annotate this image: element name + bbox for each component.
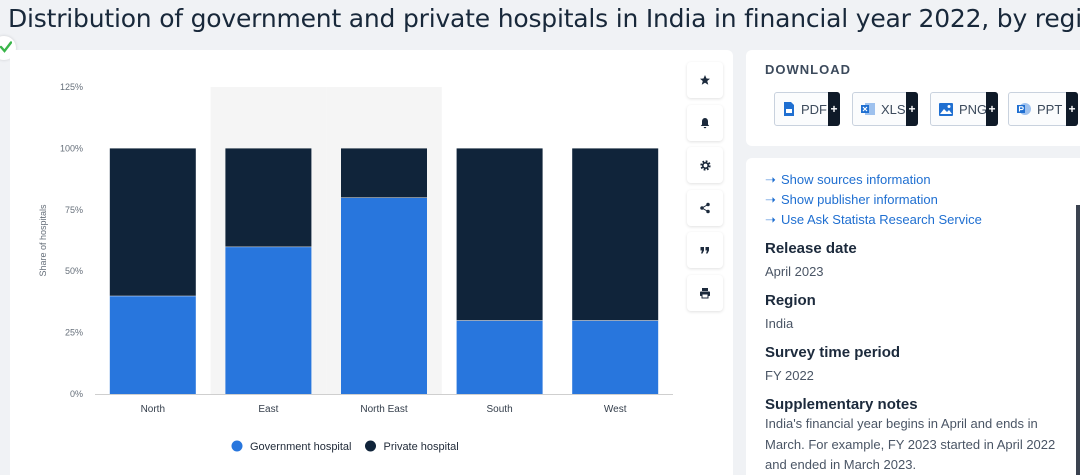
show-publisher-label: Show publisher information xyxy=(781,192,938,207)
checkmark-icon xyxy=(0,41,12,53)
bar-south-government-hospital xyxy=(456,320,543,394)
star-icon xyxy=(700,75,710,85)
page-title: Distribution of government and private h… xyxy=(8,4,1080,33)
share-button[interactable] xyxy=(687,189,723,226)
stacked-bar-chart: 0% 25% 50% 75% 100% 125% Share of hospitals Nor… xyxy=(38,82,673,453)
xls-file-icon xyxy=(861,103,875,115)
cite-button[interactable] xyxy=(687,232,723,268)
x-tick-label: South xyxy=(487,404,513,415)
legend-swatch-government-hospital xyxy=(231,440,243,452)
show-sources-link[interactable]: ➝ Show sources information xyxy=(765,172,931,188)
download-pdf-button[interactable]: PDF + xyxy=(774,92,840,126)
download-heading: DOWNLOAD xyxy=(765,62,851,77)
legend-swatch-private-hospital xyxy=(365,440,376,452)
download-panel: DOWNLOAD PDF + XLS + PNG + PPT + xyxy=(746,50,1080,146)
region-value: India xyxy=(765,316,794,331)
download-png-label: PNG xyxy=(959,101,988,117)
download-png-button[interactable]: PNG + xyxy=(930,92,998,126)
y-axis-label: Share of hospitals xyxy=(38,204,48,277)
y-tick-label: 25% xyxy=(65,328,83,338)
plus-icon: + xyxy=(906,92,918,126)
y-tick-label: 125% xyxy=(60,82,83,92)
quote-icon xyxy=(700,247,709,254)
x-tick-label: North East xyxy=(360,404,407,415)
legend-label-private-hospital: Private hospital xyxy=(384,441,459,453)
bar-west-government-hospital xyxy=(572,320,659,394)
survey-period-value: FY 2022 xyxy=(765,368,814,383)
bar-north-private-hospital xyxy=(109,148,196,296)
y-tick-label: 75% xyxy=(65,205,83,215)
ppt-file-icon xyxy=(1017,103,1031,115)
plus-icon: + xyxy=(1066,92,1078,126)
bar-north-east-private-hospital xyxy=(341,148,427,198)
show-publisher-link[interactable]: ➝ Show publisher information xyxy=(765,192,938,208)
bar-north-government-hospital xyxy=(109,295,196,394)
bar-west-private-hospital xyxy=(572,148,659,321)
x-tick-label: North xyxy=(141,404,165,415)
supplementary-notes-heading: Supplementary notes xyxy=(765,396,918,413)
y-tick-label: 50% xyxy=(65,266,83,276)
legend-label-government-hospital: Government hospital xyxy=(250,441,352,453)
notification-button[interactable] xyxy=(687,104,723,141)
survey-period-heading: Survey time period xyxy=(765,344,901,361)
bell-icon xyxy=(700,117,710,128)
print-icon xyxy=(700,287,710,298)
bar-north-east-government-hospital xyxy=(341,197,427,394)
print-button[interactable] xyxy=(687,274,723,311)
gear-icon xyxy=(699,159,711,171)
statistic-info-panel: ➝ Show sources information ➝ Show publishe… xyxy=(746,158,1080,475)
plus-icon: + xyxy=(986,92,998,126)
chart-toolbar xyxy=(687,62,723,317)
scrollbar[interactable] xyxy=(1076,205,1080,475)
download-xls-button[interactable]: XLS + xyxy=(852,92,918,126)
y-tick-label: 100% xyxy=(60,143,83,153)
supplementary-notes-text: India's financial year begins in April a… xyxy=(765,416,1056,472)
share-icon xyxy=(700,202,710,213)
release-date-heading: Release date xyxy=(765,240,857,257)
x-tick-label: West xyxy=(604,404,627,415)
settings-button[interactable] xyxy=(687,147,723,183)
download-pdf-label: PDF xyxy=(801,101,827,117)
y-tick-label: 0% xyxy=(70,389,83,399)
arrow-right-icon: ➝ xyxy=(765,172,776,187)
arrow-right-icon: ➝ xyxy=(765,212,776,227)
release-date-value: April 2023 xyxy=(765,264,824,279)
bar-east-government-hospital xyxy=(225,246,312,394)
show-sources-label: Show sources information xyxy=(781,172,931,187)
plus-icon: + xyxy=(828,92,840,126)
pdf-file-icon xyxy=(784,102,794,116)
chart-card: 0% 25% 50% 75% 100% 125% Share of hospitals Nor… xyxy=(10,50,733,475)
ask-statista-label: Use Ask Statista Research Service xyxy=(781,212,982,227)
region-heading: Region xyxy=(765,292,816,309)
png-image-icon xyxy=(939,102,953,116)
download-ppt-label: PPT xyxy=(1037,101,1063,117)
download-ppt-button[interactable]: PPT + xyxy=(1008,92,1078,126)
x-tick-label: East xyxy=(258,404,278,415)
download-xls-label: XLS xyxy=(881,101,906,117)
ask-statista-link[interactable]: ➝ Use Ask Statista Research Service xyxy=(765,212,982,228)
arrow-right-icon: ➝ xyxy=(765,192,776,207)
bar-south-private-hospital xyxy=(456,148,543,321)
favorite-button[interactable] xyxy=(687,62,723,98)
bar-east-private-hospital xyxy=(225,148,312,247)
